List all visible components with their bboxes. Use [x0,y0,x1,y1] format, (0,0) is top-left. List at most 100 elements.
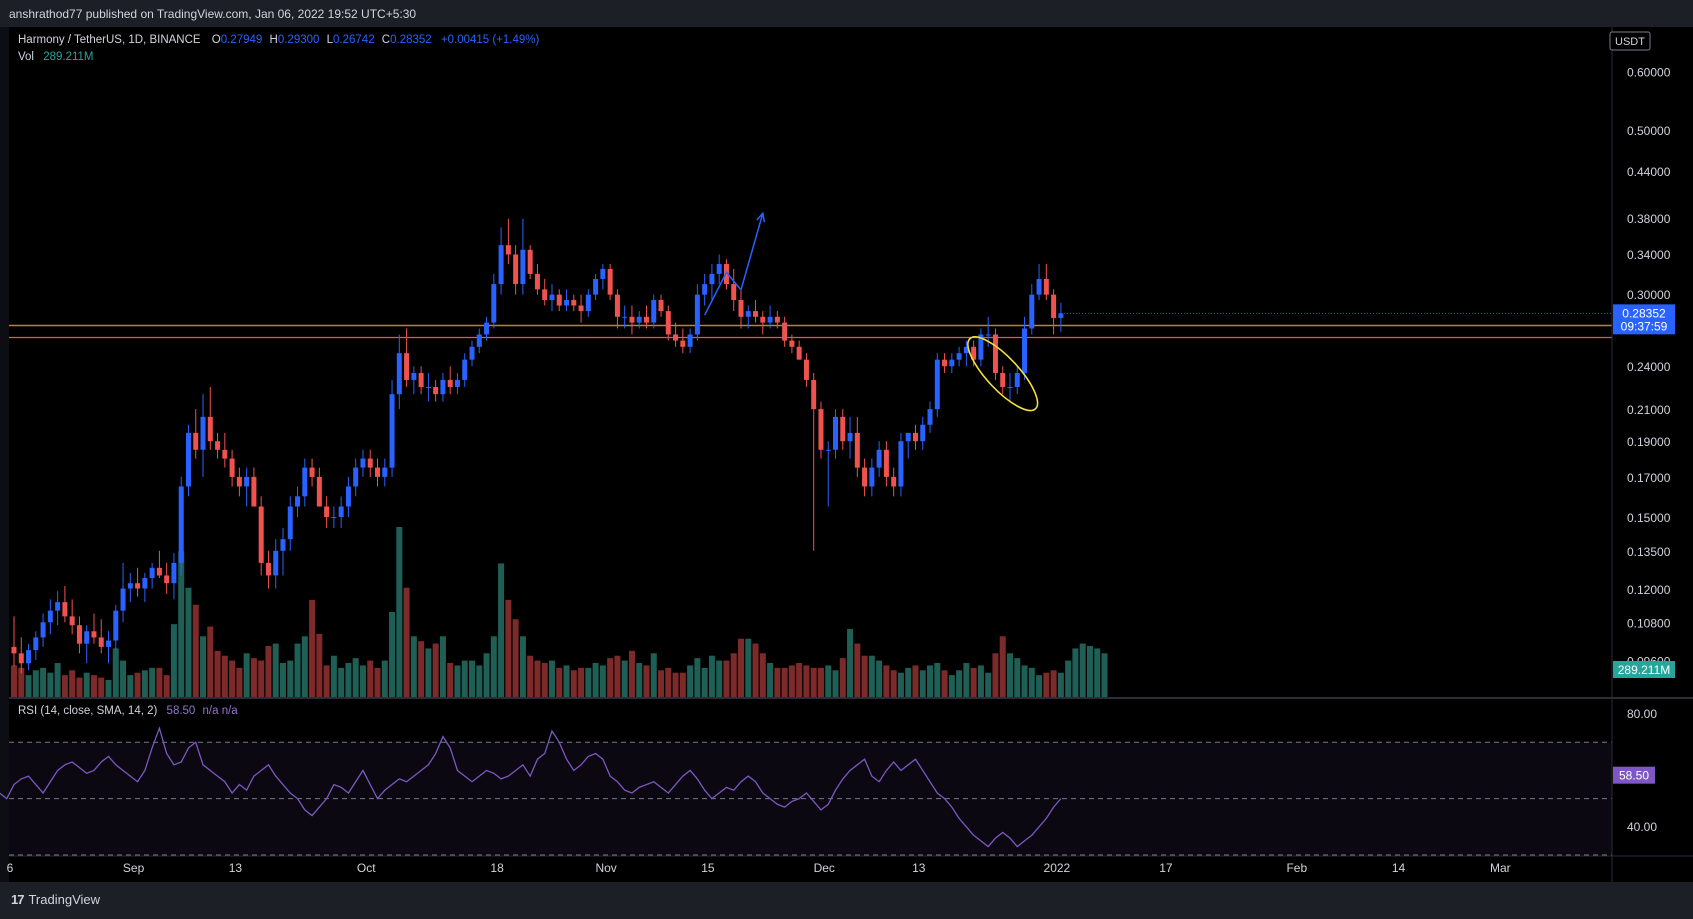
tradingview-logo[interactable]: 17 TradingView [11,892,100,907]
price-tick-label: 0.30000 [1627,288,1671,302]
volume-bar [389,612,396,697]
candle-body [382,467,388,477]
candle-body [1043,278,1049,295]
open-value: 0.27949 [220,34,263,46]
volume-bar [941,670,948,697]
volume-bar [98,677,105,697]
volume-bar [665,667,672,697]
rsi-badge-text: 58.50 [1619,769,1649,783]
candle-body [360,458,366,468]
candle-body [767,316,773,323]
volume-bar [927,665,934,697]
volume-bar [345,663,352,697]
high-value: 0.29300 [277,34,320,46]
candle-body [91,631,97,638]
candle-body [1036,278,1042,295]
rsi-tick-label: 80.00 [1627,707,1657,721]
candle-body [389,394,395,468]
candle-body [200,416,206,450]
volume-bar [774,667,781,697]
volume-bar [934,663,941,697]
volume-bar [1036,675,1043,697]
time-tick-label: Sep [123,861,145,875]
price-tick-label: 0.12000 [1627,583,1671,597]
candle-body [796,346,802,360]
volume-bar [229,660,236,697]
rsi-line [0,726,1062,848]
candle-body [273,550,279,576]
volume-bar [410,636,417,697]
volume-bar [69,670,76,697]
time-tick-label: 13 [912,861,926,875]
volume-bar [854,643,861,697]
drawings [703,211,1039,412]
candle-body [84,631,90,644]
candle-body [353,467,359,487]
volume-bar [716,660,723,697]
candle-body [534,273,540,290]
volume-bar [54,663,61,697]
volume-bar [338,667,345,697]
candle-body [142,578,148,589]
volume-bar [498,563,505,697]
candle-body [862,467,868,487]
volume-bar [905,667,912,697]
volume-bar [563,665,570,697]
time-tick-label: 15 [701,861,715,875]
volume-bar [105,680,112,697]
candle-body [520,249,526,285]
candle-body [578,305,584,312]
price-tick-label: 0.60000 [1627,65,1671,79]
price-tick-label: 0.38000 [1627,212,1671,226]
close-label: C [381,34,391,46]
volume-bar [25,675,32,697]
candle-body [934,359,940,410]
volume-bar [788,665,795,697]
publish-info: anshrathod77 published on TradingView.co… [9,7,417,21]
volume-bar [272,643,279,697]
volume-bar [890,670,897,697]
publish-header: anshrathod77 published on TradingView.co… [0,0,1693,27]
candle-body [367,458,373,468]
rsi-label: RSI (14, close, SMA, 14, 2) [18,705,158,717]
volume-bars [11,527,1108,697]
volume-bar [912,665,919,697]
candle-body [774,316,780,323]
time-tick-label: 17 [1159,861,1173,875]
candle-body [687,334,693,347]
candle-body [215,441,221,450]
currency-box [1609,31,1651,51]
volume-bar [250,658,257,697]
volume-bar [883,665,890,697]
volume-bar [956,670,963,697]
volume-bar [679,672,686,697]
volume-bar [359,665,366,697]
symbol-title: Harmony / TetherUS, 1D, BINANCE [18,34,201,46]
volume-bar [200,636,207,697]
candle-body [462,359,468,380]
candle-body [1029,294,1035,329]
tradingview-logo-icon: 17 [11,892,25,907]
volume-bar [1050,670,1057,697]
chart-frame [9,27,1693,882]
volume-bar [614,655,621,697]
volume-bar [578,667,585,697]
candle-body [963,346,969,354]
volume-bar [1065,660,1072,697]
volume-bar [570,670,577,697]
candle-body [593,278,599,295]
candle-body [556,294,562,306]
volume-bar [803,665,810,697]
time-tick-label: Oct [357,861,376,875]
volume-bar [141,670,148,697]
footer-bar [0,882,1693,919]
candle-body [447,379,453,387]
volume-bar [149,667,156,697]
volume-bar [243,653,250,697]
candle-body [331,517,337,519]
currency-label: USDT [1615,36,1645,48]
time-axis: 6 Sep 13 Oct 18 Nov 15 Dec 13 2022 17 Feb 14 Mar [7,861,1511,875]
volume-bar [258,660,265,697]
volume-bar [425,648,432,697]
